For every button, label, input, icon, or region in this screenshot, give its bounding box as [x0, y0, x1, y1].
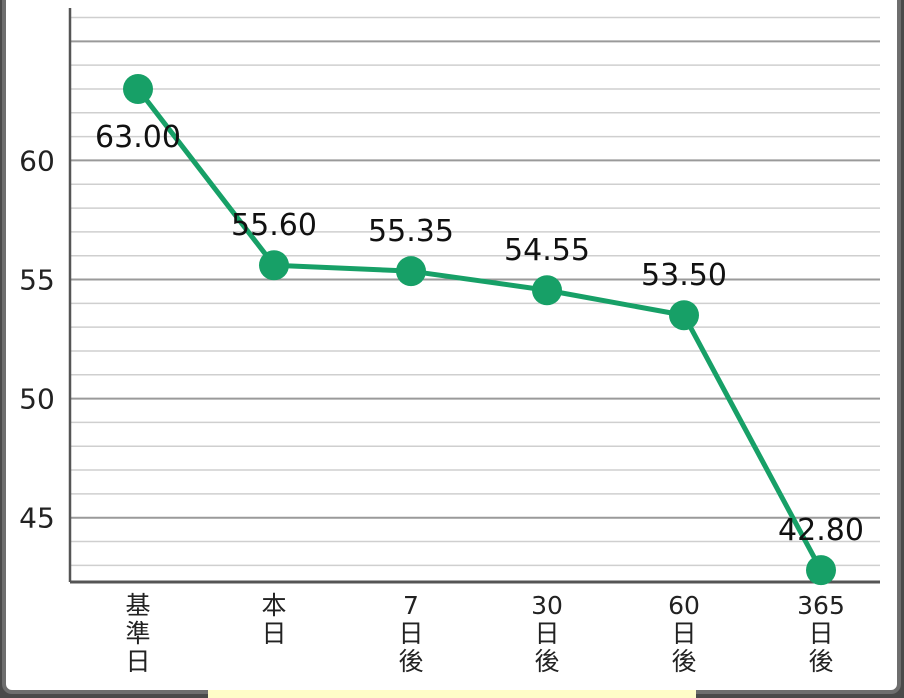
y-tick-label: 45 — [19, 502, 55, 535]
footer-strip — [208, 690, 696, 698]
x-axis-category-labels: 基準日 本日 7 日後 30 日後 60 日後 365 日後 — [125, 591, 844, 676]
data-label: 42.80 — [778, 513, 864, 548]
data-point — [806, 555, 836, 586]
y-tick-label: 50 — [19, 383, 55, 416]
data-label: 54.55 — [504, 233, 590, 268]
grid-lines — [70, 16, 880, 567]
data-labels: 63.00 55.60 55.35 54.55 53.50 42.80 — [95, 120, 864, 548]
x-category-label: 本日 — [261, 591, 286, 648]
data-point — [669, 300, 699, 331]
x-category-label: 30 日後 — [531, 591, 563, 676]
y-tick-label: 55 — [19, 264, 55, 297]
data-point — [259, 250, 289, 281]
x-category-label: 7 日後 — [398, 591, 423, 676]
data-point — [123, 73, 153, 104]
axes — [68, 8, 880, 584]
data-points — [123, 73, 836, 586]
data-label: 53.50 — [641, 258, 727, 293]
y-axis-tick-labels: 45 50 55 60 — [19, 144, 55, 534]
data-label: 55.35 — [368, 214, 454, 249]
x-category-label: 基準日 — [125, 591, 150, 676]
data-point — [396, 256, 426, 287]
y-tick-label: 60 — [19, 144, 55, 177]
data-point — [532, 275, 562, 306]
x-category-label: 60 日後 — [668, 591, 700, 676]
data-label: 55.60 — [231, 208, 317, 243]
series-line-path — [136, 87, 824, 572]
x-category-label: 365 日後 — [797, 591, 845, 676]
series-line — [136, 87, 824, 572]
data-label: 63.00 — [95, 120, 181, 155]
